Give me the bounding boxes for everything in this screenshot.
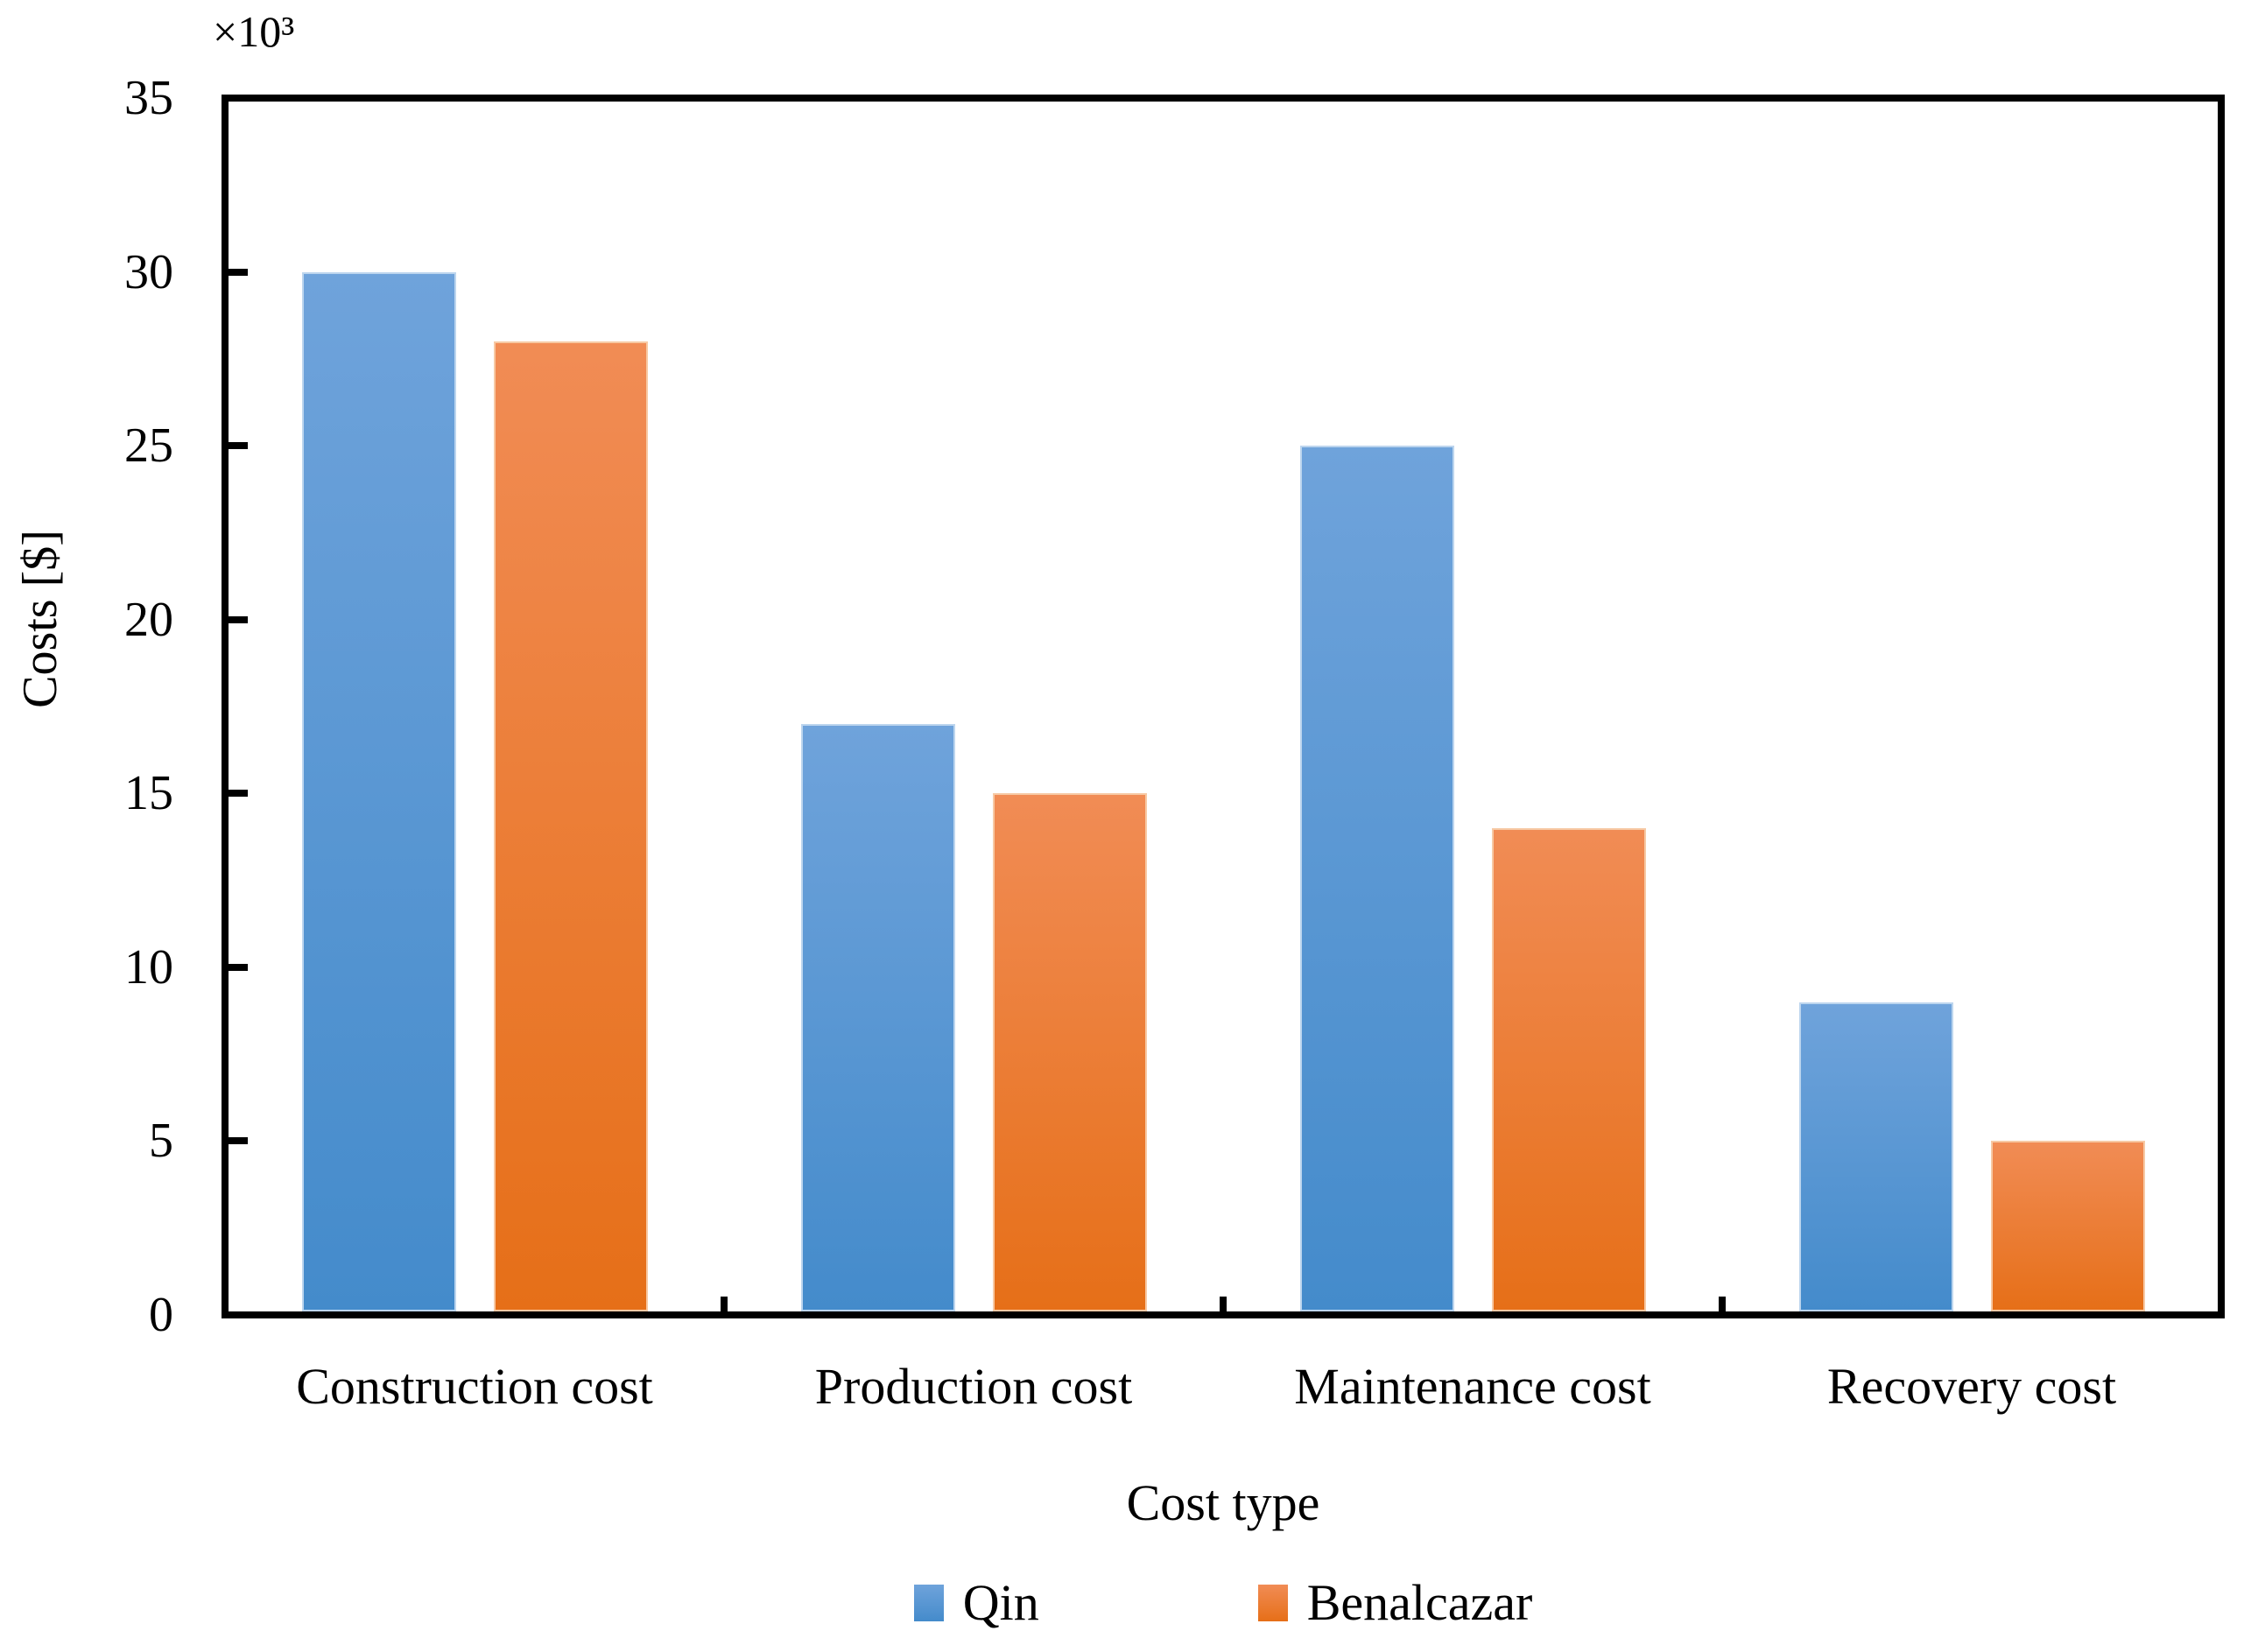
y-tick-label-10: 10 xyxy=(124,939,173,995)
bar-benalcazar-production-cost xyxy=(993,793,1147,1311)
x-tick-mark-2 xyxy=(1220,1297,1227,1311)
y-tick-mark-20 xyxy=(229,615,248,623)
legend-swatch-qin xyxy=(913,1585,944,1621)
y-tick-label-20: 20 xyxy=(124,592,173,647)
legend-item-benalcazar: Benalcazar xyxy=(1257,1572,1533,1634)
x-tick-mark-1 xyxy=(721,1297,728,1311)
bar-benalcazar-recovery-cost xyxy=(1991,1141,2145,1311)
x-axis-title: Cost type xyxy=(1126,1474,1320,1531)
y-tick-mark-5 xyxy=(229,1137,248,1145)
bar-qin-recovery-cost xyxy=(1799,1002,1953,1311)
y-tick-mark-10 xyxy=(229,963,248,971)
y-tick-mark-25 xyxy=(229,442,248,450)
legend-item-qin: Qin xyxy=(913,1572,1039,1634)
bar-benalcazar-maintenance-cost xyxy=(1492,828,1646,1311)
category-label-construction-cost: Construction cost xyxy=(296,1358,653,1415)
legend-label-benalcazar: Benalcazar xyxy=(1306,1574,1533,1631)
y-tick-mark-30 xyxy=(229,268,248,276)
bar-qin-maintenance-cost xyxy=(1300,446,1454,1311)
y-tick-label-25: 25 xyxy=(124,418,173,474)
legend: Qin Benalcazar xyxy=(222,1572,2225,1634)
bar-qin-construction-cost xyxy=(302,272,456,1311)
bar-benalcazar-construction-cost xyxy=(494,341,648,1311)
y-tick-label-0: 0 xyxy=(149,1288,173,1342)
y-axis-multiplier-label: ×10³ xyxy=(213,7,295,56)
y-tick-label-5: 5 xyxy=(149,1114,173,1169)
y-tick-label-15: 15 xyxy=(124,766,173,821)
category-label-production-cost: Production cost xyxy=(814,1358,1133,1415)
x-tick-mark-3 xyxy=(1719,1297,1726,1311)
category-label-maintenance-cost: Maintenance cost xyxy=(1294,1358,1651,1415)
category-label-recovery-cost: Recovery cost xyxy=(1826,1358,2117,1415)
y-tick-label-35: 35 xyxy=(124,71,173,125)
bar-qin-production-cost xyxy=(801,724,955,1311)
legend-label-qin: Qin xyxy=(962,1574,1039,1631)
y-tick-label-30: 30 xyxy=(124,244,173,299)
legend-swatch-benalcazar xyxy=(1257,1585,1288,1621)
y-tick-mark-15 xyxy=(229,790,248,798)
